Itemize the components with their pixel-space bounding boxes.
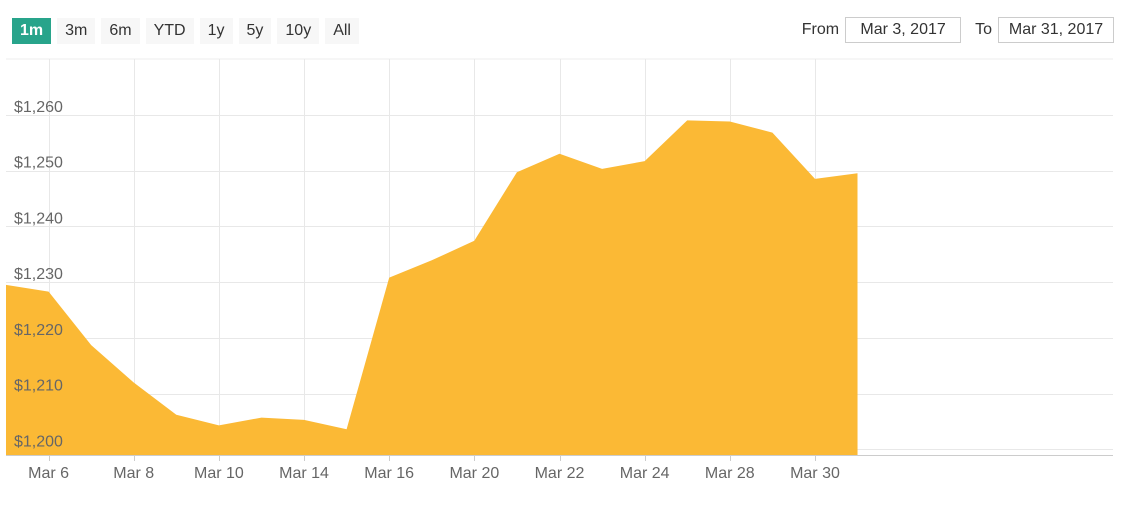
x-axis-labels: Mar 6 Mar 8 Mar 10 Mar 14 Mar 16 Mar 20 Mar 22…	[6, 455, 1113, 482]
data-point[interactable]	[684, 117, 690, 123]
from-date-input[interactable]	[845, 17, 962, 43]
data-point[interactable]	[599, 166, 605, 172]
range-button-1m[interactable]: 1m	[12, 18, 52, 44]
data-point[interactable]	[855, 170, 861, 176]
price-area	[6, 120, 858, 456]
y-tick-label: $1,210	[14, 378, 63, 395]
range-button-10y[interactable]: 10y	[277, 18, 320, 44]
y-tick-label: $1,250	[14, 155, 63, 172]
data-point[interactable]	[471, 238, 477, 244]
data-point[interactable]	[46, 289, 52, 295]
x-tick-label: Mar 22	[535, 465, 585, 482]
chart-series	[3, 117, 861, 456]
data-point[interactable]	[386, 275, 392, 281]
y-tick-label: $1,240	[14, 210, 63, 227]
y-tick-label: $1,230	[14, 266, 63, 283]
date-range: From To	[802, 16, 1114, 44]
x-tick-label: Mar 20	[449, 465, 499, 482]
data-point[interactable]	[88, 342, 94, 348]
from-label: From	[801, 21, 840, 38]
data-point[interactable]	[642, 158, 648, 164]
range-button-1y[interactable]: 1y	[199, 18, 233, 44]
data-point[interactable]	[557, 151, 563, 157]
data-point[interactable]	[769, 130, 775, 136]
x-tick-label: Mar 30	[790, 465, 840, 482]
data-point[interactable]	[344, 426, 350, 432]
y-tick-label: $1,220	[14, 322, 63, 339]
data-point[interactable]	[727, 119, 733, 125]
range-button-3m[interactable]: 3m	[57, 18, 96, 44]
y-tick-label: $1,200	[14, 433, 63, 450]
range-button-all[interactable]: All	[325, 18, 359, 44]
data-point[interactable]	[3, 282, 9, 288]
data-point[interactable]	[812, 176, 818, 182]
data-point[interactable]	[514, 169, 520, 175]
data-point[interactable]	[216, 422, 222, 428]
x-tick-label: Mar 10	[194, 465, 244, 482]
data-point[interactable]	[301, 417, 307, 423]
to-label: To	[975, 21, 992, 38]
x-tick-label: Mar 16	[364, 465, 414, 482]
to-date-input[interactable]	[998, 17, 1114, 43]
range-button-5y[interactable]: 5y	[238, 18, 272, 44]
range-button-6m[interactable]: 6m	[101, 18, 140, 44]
x-tick-label: Mar 24	[620, 465, 670, 482]
x-tick-label: Mar 6	[28, 465, 69, 482]
data-point[interactable]	[429, 257, 435, 263]
data-point[interactable]	[131, 380, 137, 386]
y-axis-labels: $1,200 $1,210 $1,220 $1,230 $1,240 $1,250 $1,2…	[14, 99, 63, 451]
x-tick-label: Mar 28	[705, 465, 755, 482]
data-point[interactable]	[259, 415, 265, 421]
range-button-ytd[interactable]: YTD	[145, 18, 194, 44]
x-tick-label: Mar 14	[279, 465, 329, 482]
x-tick-label: Mar 8	[113, 465, 154, 482]
range-selector: 1m 3m 6m YTD 1y 5y 10y All	[12, 18, 359, 44]
data-point[interactable]	[173, 412, 179, 418]
y-tick-label: $1,260	[14, 99, 63, 116]
